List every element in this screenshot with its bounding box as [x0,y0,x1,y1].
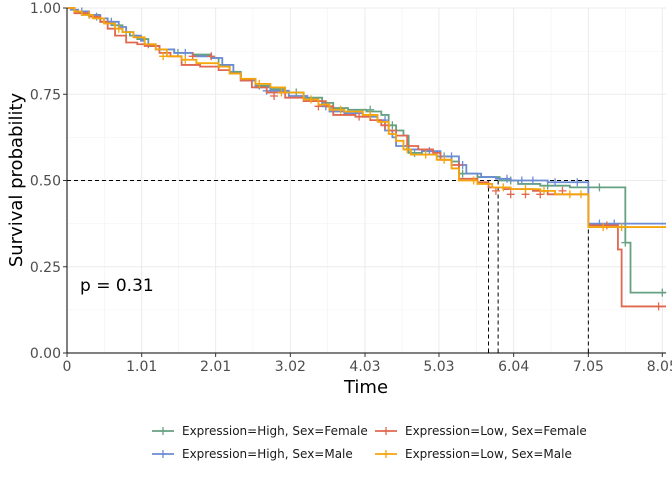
censor-mark [551,178,560,187]
legend-label: Expression=High, Sex=Male [182,447,353,461]
y-tick-label: 0.50 [30,174,61,190]
legend-censor-mark [159,450,167,458]
censor-mark [107,17,116,26]
censor-mark [517,176,526,185]
legend-censor-mark [159,427,167,435]
censor-mark [159,52,168,61]
y-tick-label: 0.75 [30,87,61,103]
censor-mark [565,190,574,199]
censor-mark [521,185,530,194]
grid-lines [66,7,666,354]
legend-censor-mark [382,427,390,435]
x-tick-label: 1.01 [126,359,157,375]
x-tick-label: 6.04 [498,359,529,375]
censor-mark [506,190,515,199]
series-group [67,7,667,311]
censor-mark [440,155,449,164]
censor-mark [114,24,123,33]
censor-mark [307,95,316,104]
x-tick-label: 7.05 [573,359,604,375]
legend-item: Expression=High, Sex=Female [152,424,368,438]
legend-item: Expression=High, Sex=Male [152,447,353,461]
legend: Expression=High, Sex=Female Expression=Lo… [152,424,587,461]
censor-mark [499,183,508,192]
censor-mark [654,302,663,311]
censor-mark [621,238,630,247]
censor-mark [602,221,611,230]
censor-mark [658,288,667,297]
x-tick-label: 3.02 [275,359,306,375]
censor-mark [458,169,467,178]
censor-mark [576,190,585,199]
censor-mark [421,150,430,159]
censor-mark [503,174,512,183]
x-tick-label: 2.01 [200,359,231,375]
x-tick-label: 8.05 [647,359,672,375]
series-4 [67,7,666,232]
legend-label: Expression=High, Sex=Female [182,424,368,438]
censor-mark [270,91,279,100]
censor-mark [599,223,608,232]
censor-mark [181,55,190,64]
censor-mark [388,121,397,130]
x-tick-label: 5.03 [423,359,454,375]
x-tick-label: 0 [63,359,72,375]
censor-mark [207,52,216,61]
y-tick-label: 0.00 [30,346,61,362]
censor-mark [617,223,626,232]
y-tick-label: 1.00 [30,1,61,17]
legend-label: Expression=Low, Sex=Male [405,447,572,461]
censor-mark [366,110,375,119]
censor-mark [539,186,548,195]
p-value-annotation: p = 0.31 [80,276,154,296]
censor-mark [255,79,264,88]
censor-mark [595,183,604,192]
censor-mark [85,10,94,19]
legend-item: Expression=Low, Sex=Male [375,447,572,461]
censor-mark [355,112,364,121]
x-tick-label: 4.03 [349,359,380,375]
censor-mark [469,176,478,185]
censor-mark [528,176,537,185]
y-tick-label: 0.25 [30,260,61,276]
censor-mark [336,105,345,114]
legend-censor-mark [382,450,390,458]
legend-item: Expression=Low, Sex=Female [375,424,587,438]
legend-label: Expression=Low, Sex=Female [405,424,587,438]
censor-mark [573,178,582,187]
axes: 0 1.01 2.01 3.02 4.03 5.03 6.04 7.05 8.05 0.00 0.2… [30,1,672,375]
y-axis-title: Survival probability [6,92,27,267]
censor-mark [277,88,286,97]
censor-mark [403,145,412,154]
x-axis-title: Time [343,377,388,398]
survival-curve [67,7,666,294]
censor-mark [181,48,190,57]
survival-curve [67,7,666,228]
